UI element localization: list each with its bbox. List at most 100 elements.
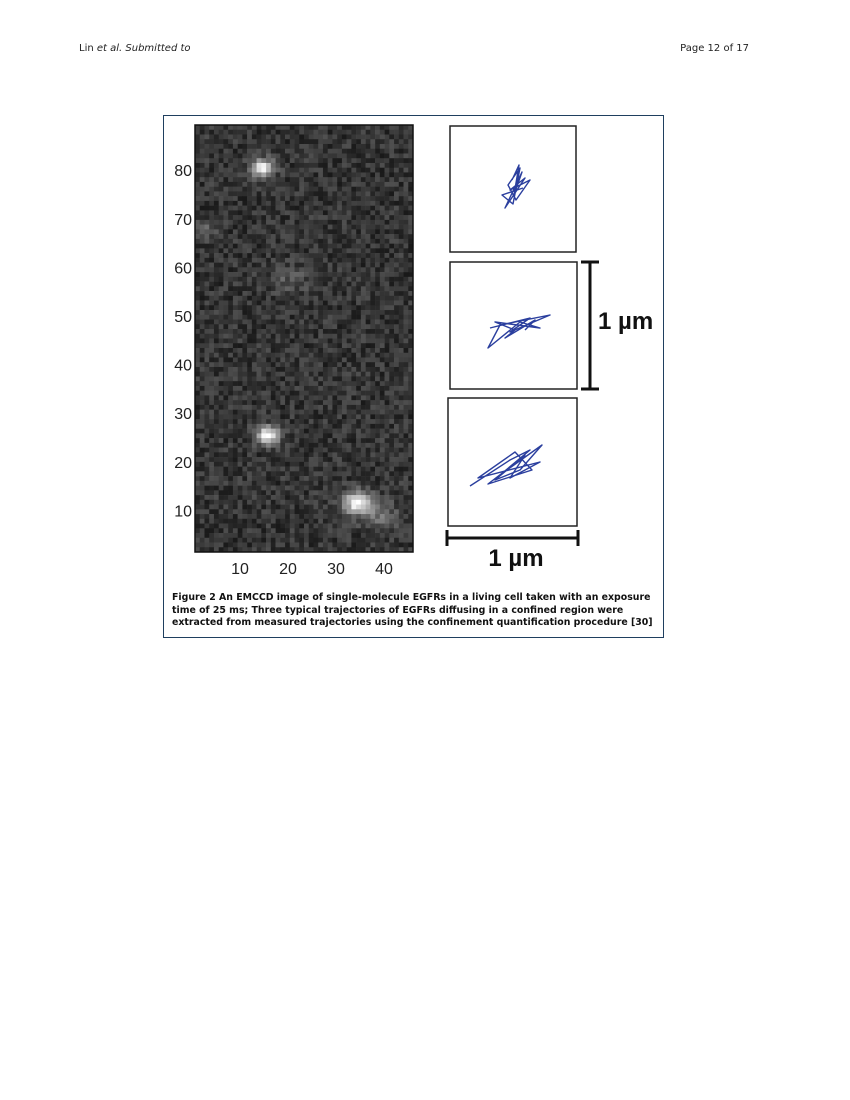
pixel [379,153,385,159]
pixel [356,476,362,482]
pixel [379,395,385,401]
pixel [403,200,409,206]
pixel [332,310,338,316]
pixel [408,300,414,306]
pixel [370,314,376,320]
pixel [408,125,414,131]
pixel [308,457,314,463]
pixel [346,314,352,320]
pixel [365,162,371,168]
pixel [289,499,295,505]
pixel [327,234,333,240]
pixel [261,390,267,396]
pixel [313,404,319,410]
pixel [337,376,343,382]
pixel [304,495,310,501]
pixel [394,352,400,358]
pixel [242,485,248,491]
pixel [256,452,262,458]
pixel [322,153,328,159]
pixel [289,438,295,444]
pixel [346,357,352,363]
pixel [360,314,366,320]
pixel [285,457,291,463]
pixel [370,461,376,467]
pixel [403,267,409,273]
pixel [280,253,286,259]
pixel [394,158,400,164]
pixel [337,433,343,439]
pixel [327,452,333,458]
pixel [294,167,300,173]
pixel [223,272,229,278]
pixel [384,267,390,273]
pixel [337,357,343,363]
pixel [322,338,328,344]
pixel [313,528,319,534]
pixel [195,172,201,178]
pixel [213,314,219,320]
pixel [299,523,305,529]
pixel [351,409,357,415]
pixel [280,125,286,131]
pixel [289,442,295,448]
pixel [384,310,390,316]
pixel [398,295,404,301]
pixel [341,219,347,225]
pixel [337,338,343,344]
pixel [299,148,305,154]
pixel [204,172,210,178]
pixel [394,272,400,278]
pixel [346,162,352,168]
pixel [327,428,333,434]
pixel [327,139,333,145]
pixel [394,537,400,543]
pixel [318,495,324,501]
pixel [313,423,319,429]
pixel [199,295,205,301]
pixel [308,343,314,349]
pixel [256,143,262,150]
pixel [394,414,400,420]
pixel [247,495,253,501]
pixel [394,400,400,406]
pixel [384,177,390,183]
pixel [294,423,300,429]
pixel [270,310,276,316]
pixel [322,257,328,263]
pixel [209,186,215,192]
pixel [304,234,310,240]
pixel [289,400,295,406]
pixel [346,376,352,382]
pixel [332,428,338,434]
pixel [379,419,385,425]
pixel [261,125,267,131]
pixel [218,262,224,268]
pixel [261,305,267,311]
pixel [384,281,390,287]
pixel [318,357,324,363]
pixel [304,276,310,282]
pixel [199,533,205,539]
pixel [213,499,219,505]
pixel [232,286,238,292]
pixel [209,466,215,472]
pixel [375,295,381,301]
pixel [275,542,281,548]
pixel [251,248,257,254]
pixel [299,167,305,173]
pixel [285,509,291,515]
pixel [341,210,347,216]
pixel [318,490,324,496]
pixel [199,447,205,453]
pixel [209,238,215,244]
pixel [394,139,400,145]
pixel [251,409,257,415]
pixel [318,414,324,420]
pixel [270,476,276,482]
pixel [218,210,224,216]
pixel [403,433,409,439]
pixel [327,390,333,396]
pixel [408,523,414,529]
pixel [280,400,286,406]
